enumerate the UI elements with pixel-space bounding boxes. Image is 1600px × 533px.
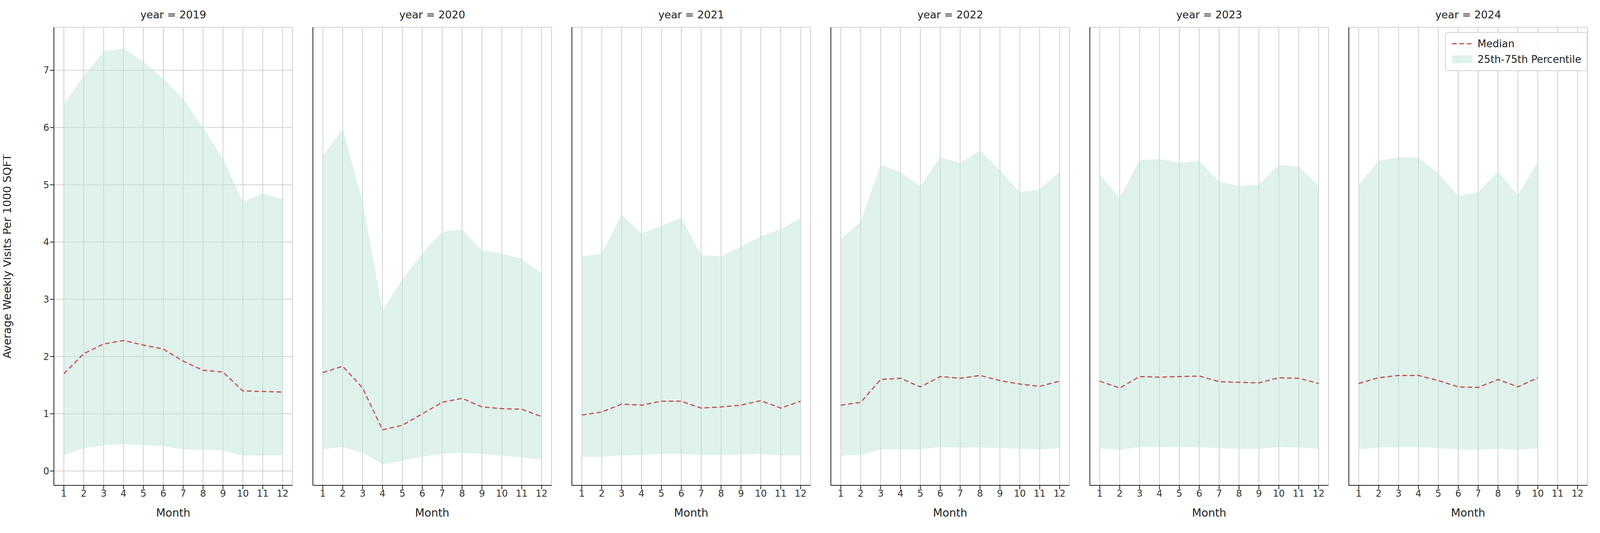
svg-text:6: 6 bbox=[1196, 488, 1202, 500]
svg-text:4: 4 bbox=[638, 488, 645, 500]
svg-text:5: 5 bbox=[1435, 488, 1442, 500]
svg-text:5: 5 bbox=[43, 179, 50, 191]
svg-text:12: 12 bbox=[535, 488, 548, 500]
svg-text:6: 6 bbox=[43, 122, 50, 134]
svg-text:1: 1 bbox=[319, 488, 326, 500]
svg-text:10: 10 bbox=[1531, 488, 1544, 500]
svg-text:4: 4 bbox=[379, 488, 386, 500]
svg-text:5: 5 bbox=[917, 488, 924, 500]
svg-text:1: 1 bbox=[1355, 488, 1362, 500]
svg-text:4: 4 bbox=[1415, 488, 1422, 500]
svg-text:1: 1 bbox=[578, 488, 585, 500]
svg-text:4: 4 bbox=[43, 236, 50, 248]
svg-text:12: 12 bbox=[1571, 488, 1584, 500]
svg-text:7: 7 bbox=[698, 488, 704, 500]
svg-text:3: 3 bbox=[100, 488, 107, 500]
svg-text:10: 10 bbox=[1013, 488, 1026, 500]
svg-text:8: 8 bbox=[976, 488, 983, 500]
svg-text:Average Weekly Visits Per 1000: Average Weekly Visits Per 1000 SQFT bbox=[3, 153, 14, 359]
svg-text:Month: Month bbox=[1451, 506, 1486, 520]
svg-text:Month: Month bbox=[415, 506, 450, 520]
svg-text:1: 1 bbox=[1096, 488, 1103, 500]
svg-text:7: 7 bbox=[43, 64, 50, 76]
svg-text:9: 9 bbox=[996, 488, 1003, 500]
svg-text:9: 9 bbox=[478, 488, 485, 500]
svg-text:2: 2 bbox=[339, 488, 346, 500]
svg-text:12: 12 bbox=[1053, 488, 1066, 500]
svg-text:Month: Month bbox=[674, 506, 709, 520]
svg-text:1: 1 bbox=[60, 488, 67, 500]
svg-text:4: 4 bbox=[1156, 488, 1163, 500]
svg-text:12: 12 bbox=[794, 488, 807, 500]
svg-text:3: 3 bbox=[1136, 488, 1143, 500]
svg-text:Month: Month bbox=[933, 506, 968, 520]
svg-text:3: 3 bbox=[877, 488, 884, 500]
svg-text:3: 3 bbox=[618, 488, 625, 500]
svg-text:8: 8 bbox=[200, 488, 206, 500]
html-text:year = 2021: year = 2021 bbox=[658, 8, 725, 21]
svg-text:3: 3 bbox=[43, 294, 50, 306]
svg-text:1: 1 bbox=[43, 408, 50, 420]
svg-text:2: 2 bbox=[1375, 488, 1382, 500]
html-text:year = 2022: year = 2022 bbox=[917, 8, 984, 21]
svg-text:11: 11 bbox=[774, 488, 787, 500]
svg-text:7: 7 bbox=[957, 488, 963, 500]
svg-text:11: 11 bbox=[1292, 488, 1305, 500]
svg-text:Month: Month bbox=[156, 506, 191, 520]
svg-text:7: 7 bbox=[439, 488, 445, 500]
html-text:Median: Median bbox=[1477, 37, 1515, 50]
svg-text:5: 5 bbox=[399, 488, 406, 500]
svg-text:9: 9 bbox=[1514, 488, 1521, 500]
svg-text:9: 9 bbox=[1255, 488, 1262, 500]
svg-text:10: 10 bbox=[1272, 488, 1285, 500]
svg-text:3: 3 bbox=[1395, 488, 1402, 500]
svg-text:9: 9 bbox=[219, 488, 226, 500]
svg-text:8: 8 bbox=[1235, 488, 1242, 500]
svg-text:11: 11 bbox=[515, 488, 528, 500]
svg-text:11: 11 bbox=[256, 488, 269, 500]
svg-text:0: 0 bbox=[43, 466, 50, 477]
svg-text:8: 8 bbox=[717, 488, 724, 500]
svg-text:7: 7 bbox=[1475, 488, 1481, 500]
svg-text:5: 5 bbox=[1176, 488, 1183, 500]
html-text:25th-75th Percentile: 25th-75th Percentile bbox=[1477, 53, 1582, 66]
svg-text:12: 12 bbox=[1312, 488, 1325, 500]
svg-text:2: 2 bbox=[1116, 488, 1123, 500]
svg-text:7: 7 bbox=[180, 488, 186, 500]
svg-text:10: 10 bbox=[754, 488, 767, 500]
svg-text:5: 5 bbox=[658, 488, 665, 500]
svg-text:7: 7 bbox=[1216, 488, 1222, 500]
svg-text:2: 2 bbox=[43, 351, 50, 363]
svg-text:1: 1 bbox=[837, 488, 844, 500]
svg-text:6: 6 bbox=[1455, 488, 1461, 500]
svg-text:12: 12 bbox=[276, 488, 289, 500]
svg-text:3: 3 bbox=[359, 488, 366, 500]
html-text:year = 2023: year = 2023 bbox=[1176, 8, 1243, 21]
svg-text:10: 10 bbox=[495, 488, 508, 500]
svg-text:9: 9 bbox=[737, 488, 744, 500]
svg-text:4: 4 bbox=[897, 488, 904, 500]
svg-text:6: 6 bbox=[937, 488, 943, 500]
svg-text:4: 4 bbox=[120, 488, 127, 500]
svg-text:11: 11 bbox=[1551, 488, 1564, 500]
html-text:year = 2020: year = 2020 bbox=[399, 8, 466, 21]
svg-text:11: 11 bbox=[1033, 488, 1046, 500]
svg-text:10: 10 bbox=[236, 488, 249, 500]
svg-text:2: 2 bbox=[80, 488, 87, 500]
svg-text:Month: Month bbox=[1192, 506, 1227, 520]
svg-text:6: 6 bbox=[678, 488, 684, 500]
svg-text:6: 6 bbox=[160, 488, 167, 500]
svg-text:8: 8 bbox=[458, 488, 465, 500]
html-text:year = 2019: year = 2019 bbox=[140, 8, 207, 21]
html-text:year = 2024: year = 2024 bbox=[1435, 8, 1502, 21]
svg-text:6: 6 bbox=[419, 488, 425, 500]
svg-text:2: 2 bbox=[598, 488, 605, 500]
svg-text:5: 5 bbox=[140, 488, 147, 500]
svg-text:8: 8 bbox=[1494, 488, 1501, 500]
svg-text:2: 2 bbox=[857, 488, 864, 500]
